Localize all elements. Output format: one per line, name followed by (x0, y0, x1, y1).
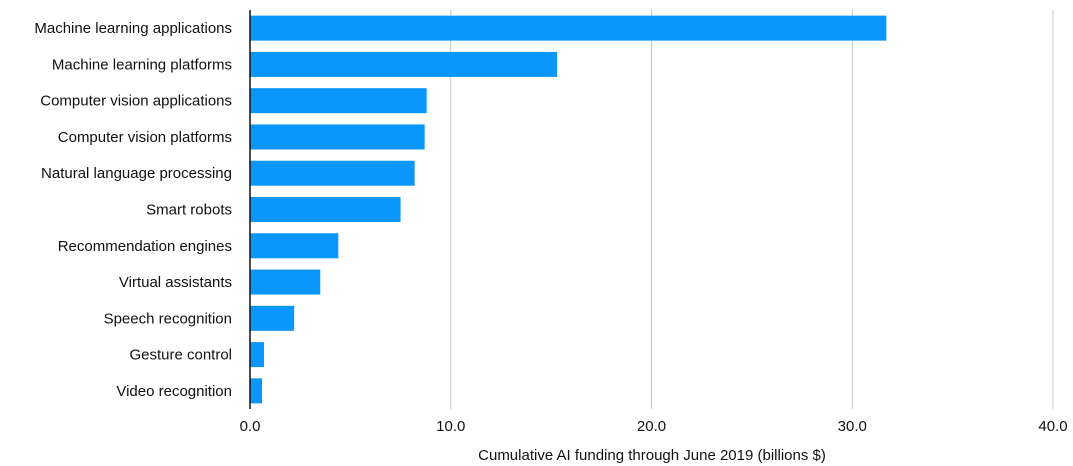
x-tick-label: 40.0 (1038, 418, 1067, 435)
x-tick-label: 30.0 (838, 418, 867, 435)
bar (250, 197, 401, 222)
x-tick-labels: 0.0 10.0 20.0 30.0 40.0 (240, 418, 1068, 435)
bar (250, 51, 558, 77)
category-label: Computer vision platforms (58, 129, 232, 146)
x-tick-label: 10.0 (436, 418, 465, 435)
gridlines (450, 10, 1054, 409)
category-label: Gesture control (129, 347, 232, 364)
bar (250, 160, 415, 186)
bar (250, 88, 427, 114)
bar (250, 305, 295, 331)
category-label: Speech recognition (104, 310, 232, 327)
bar (250, 233, 339, 259)
category-labels: Machine learning applications Machine lea… (34, 20, 232, 400)
bar (250, 15, 887, 41)
bar (250, 124, 425, 150)
category-label: Recommendation engines (58, 238, 232, 255)
bar (250, 378, 263, 404)
category-label: Natural language processing (41, 165, 232, 182)
category-label: Video recognition (116, 383, 232, 400)
category-label: Machine learning applications (34, 20, 232, 37)
category-label: Smart robots (146, 202, 232, 219)
category-label: Machine learning platforms (52, 56, 232, 73)
bar (250, 342, 265, 368)
bar (250, 269, 321, 295)
category-label: Virtual assistants (119, 274, 232, 291)
x-tick-label: 0.0 (240, 418, 261, 435)
x-tick-label: 20.0 (637, 418, 666, 435)
category-label: Computer vision applications (40, 93, 232, 110)
x-axis-title: Cumulative AI funding through June 2019 … (478, 447, 826, 464)
bars (250, 15, 887, 404)
